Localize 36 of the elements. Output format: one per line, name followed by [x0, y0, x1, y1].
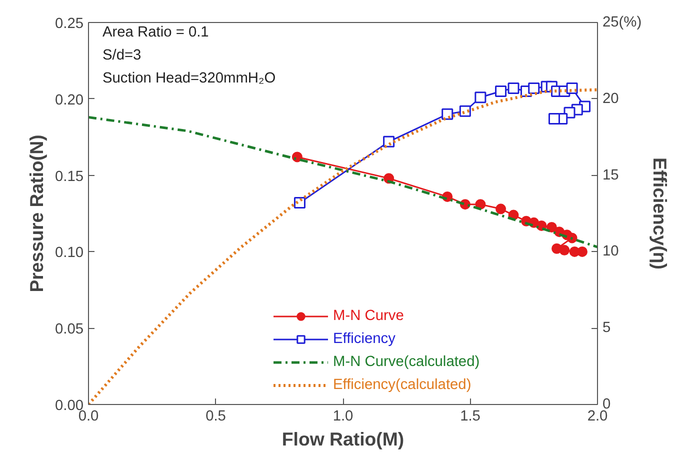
y-tick-label: 0.25: [54, 16, 84, 32]
legend-label: Efficiency(calculated): [333, 376, 472, 394]
y2-tick-label: 15: [602, 167, 619, 184]
legend-label: M-N Curve(calculated): [333, 353, 480, 371]
point: [495, 86, 507, 98]
annotation: S/d=3: [102, 48, 142, 64]
point: [508, 82, 520, 94]
x-tick-label: 1.0: [332, 408, 354, 424]
y2-tick-label: 25(%): [602, 14, 642, 30]
x-tick-label: 0.0: [78, 408, 99, 424]
y2-tick-label: 5: [602, 320, 611, 336]
point: [442, 108, 454, 120]
point: [566, 232, 578, 244]
line-series: [88, 116, 598, 248]
annotation: Area Ratio = 0.1: [102, 24, 209, 40]
point: [496, 204, 506, 214]
x-tick-label: 0.5: [206, 408, 226, 424]
point: [559, 244, 570, 256]
x-axis-title: Flow Ratio(M): [282, 428, 404, 450]
y-tick-label: 0.10: [54, 245, 84, 262]
y2-tick-label: 20: [602, 90, 619, 107]
point: [474, 92, 486, 104]
point: [528, 82, 540, 94]
legend-label: M-N Curve: [333, 307, 404, 325]
annotation: Suction Head=320mmH₂O: [102, 70, 276, 86]
y2-axis-title: Efficiency(η): [650, 158, 671, 270]
y2-tick-label: 10: [602, 244, 619, 260]
point: [576, 246, 588, 257]
x-tick-label: 1.5: [460, 408, 480, 424]
x-tick-label: 2.0: [587, 408, 608, 424]
y-tick-label: 0.15: [54, 168, 84, 185]
y-axis-title: Pressure Ratio(N): [26, 134, 47, 292]
y-tick-label: 0.20: [54, 92, 84, 108]
y-tick-label: 0.05: [54, 322, 84, 338]
legend-label: Efficiency: [333, 330, 396, 348]
point: [548, 113, 560, 125]
